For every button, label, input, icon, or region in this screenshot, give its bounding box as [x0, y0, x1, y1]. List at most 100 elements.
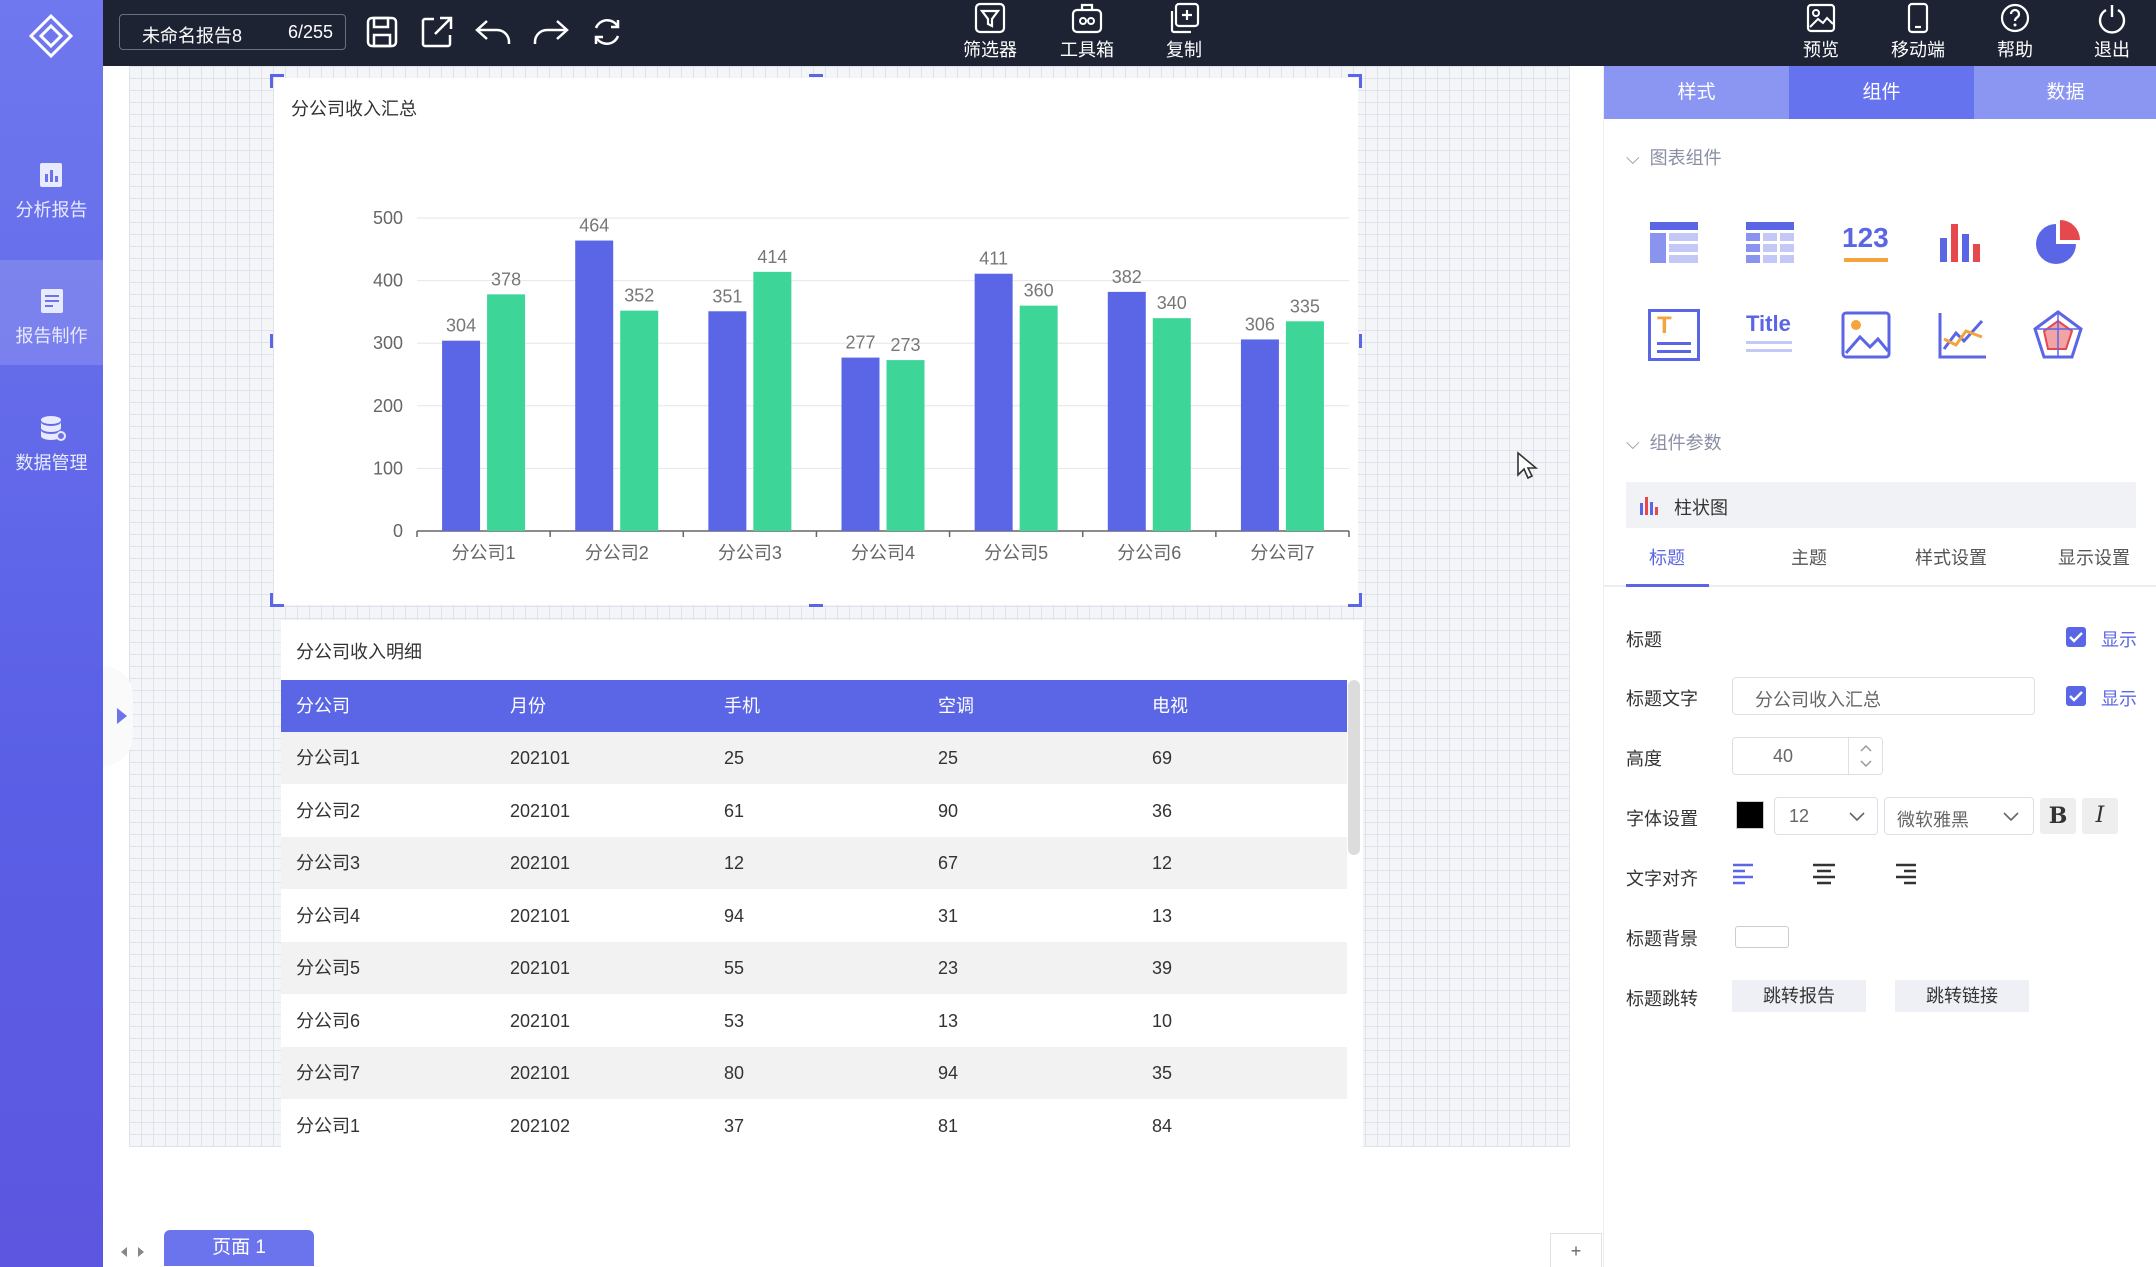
x-tick-label: 分公司4 [851, 543, 915, 563]
title-show-label[interactable]: 显示 [2101, 630, 2137, 650]
tab-data[interactable]: 数据 [1974, 66, 2156, 119]
resize-handle-tr[interactable] [1348, 74, 1362, 77]
text-icon[interactable]: T [1648, 309, 1700, 361]
table-row[interactable]: 分公司1 202102 37 81 84 [281, 1100, 1347, 1152]
resize-handle-br[interactable] [1348, 604, 1362, 607]
column-header[interactable]: 电视 [1152, 696, 1188, 716]
chevron-down-icon[interactable] [1860, 760, 1872, 768]
resize-handle-tr-v[interactable] [1359, 74, 1362, 88]
arrow-right-icon[interactable] [136, 1246, 146, 1258]
section-label: 图表组件 [1649, 148, 1722, 168]
title-background-swatch[interactable] [1735, 926, 1789, 948]
table-cell: 53 [724, 1010, 745, 1031]
pie-chart-icon[interactable] [2032, 216, 2084, 268]
resize-handle-bl[interactable] [270, 604, 284, 607]
table-row[interactable]: 分公司4 202101 94 31 13 [281, 890, 1347, 942]
number-card-icon[interactable]: 123 [1840, 216, 1892, 268]
refresh-icon[interactable] [590, 15, 624, 49]
column-header[interactable]: 空调 [938, 696, 974, 716]
filter-button[interactable]: 筛选器 [945, 2, 1035, 62]
resize-handle-bl-v[interactable] [270, 593, 273, 607]
save-icon[interactable] [365, 15, 399, 49]
title-background-label: 标题背景 [1626, 929, 1698, 949]
logout-button[interactable]: 退出 [2067, 2, 2156, 62]
subtab-style-settings[interactable]: 样式设置 [1915, 548, 1987, 568]
table-cell: 84 [1152, 1115, 1173, 1136]
resize-handle-top[interactable] [809, 74, 823, 77]
font-color-swatch[interactable] [1736, 801, 1764, 829]
sidebar-item-report-make[interactable]: 报告制作 [0, 260, 103, 365]
align-left-icon[interactable] [1731, 860, 1759, 888]
italic-button[interactable]: I [2082, 798, 2118, 834]
table-icon[interactable] [1648, 216, 1700, 268]
toolbox-button[interactable]: 工具箱 [1042, 2, 1132, 62]
column-header[interactable]: 手机 [724, 696, 760, 716]
title-text-show-checkbox[interactable] [2066, 686, 2086, 706]
resize-handle-tl-v[interactable] [270, 74, 273, 88]
title-text-show-label[interactable]: 显示 [2101, 689, 2137, 709]
report-name-box[interactable]: 未命名报告8 6/255 [119, 14, 346, 50]
radar-chart-icon[interactable] [2032, 309, 2084, 361]
table-row[interactable]: 分公司5 202101 55 23 39 [281, 942, 1347, 994]
title-jump-label: 标题跳转 [1626, 989, 1698, 1009]
copy-button[interactable]: 复制 [1139, 2, 1229, 62]
table-row[interactable]: 分公司7 202101 80 94 35 [281, 1047, 1347, 1099]
page-tab-1[interactable]: 页面 1 [164, 1230, 314, 1266]
section-component-params[interactable]: ⌵ 组件参数 [1626, 429, 1722, 455]
panel-expand-toggle[interactable] [103, 666, 133, 766]
undo-icon[interactable] [473, 15, 513, 49]
table-scrollbar[interactable] [1348, 680, 1360, 855]
table-widget[interactable]: 分公司收入明细 分公司 月份 手机 空调 电视 分公司1 202101 25 25 69… [281, 620, 1363, 1195]
tab-style[interactable]: 样式 [1604, 66, 1789, 119]
subtab-display-settings[interactable]: 显示设置 [2058, 548, 2130, 568]
jump-link-button[interactable]: 跳转链接 [1895, 980, 2029, 1012]
font-family-select[interactable]: 微软雅黑 [1884, 797, 2034, 835]
export-icon[interactable] [420, 15, 454, 49]
title-show-checkbox[interactable] [2066, 627, 2086, 647]
subtab-divider [1604, 585, 2156, 587]
table-row[interactable]: 分公司1 202101 25 25 69 [281, 732, 1347, 784]
resize-handle-left[interactable] [270, 334, 273, 348]
bar [841, 357, 880, 531]
image-icon[interactable] [1840, 309, 1892, 361]
subtab-theme[interactable]: 主题 [1791, 548, 1827, 568]
height-stepper[interactable]: 40 [1732, 737, 1883, 775]
filter-label: 筛选器 [963, 40, 1017, 60]
section-chart-components[interactable]: ⌵ 图表组件 [1626, 144, 1722, 170]
table-row[interactable]: 分公司2 202101 61 90 36 [281, 785, 1347, 837]
resize-handle-br-v[interactable] [1359, 593, 1362, 607]
preview-button[interactable]: 预览 [1776, 2, 1866, 62]
table-row[interactable]: 分公司3 202101 12 67 12 [281, 837, 1347, 889]
mobile-button[interactable]: 移动端 [1873, 2, 1963, 62]
subtab-title[interactable]: 标题 [1649, 548, 1685, 568]
align-right-icon[interactable] [1890, 860, 1918, 888]
bar-chart-widget[interactable]: 分公司收入汇总 0 100 200 300 400 500 分公司1 304 378 分公司2 46… [274, 78, 1358, 605]
help-button[interactable]: 帮助 [1970, 2, 2060, 62]
bold-button[interactable]: B [2040, 798, 2076, 834]
copy-icon [1170, 2, 1200, 34]
redo-icon[interactable] [531, 15, 571, 49]
title-text-input[interactable]: 分公司收入汇总 [1732, 677, 2035, 715]
align-center-icon[interactable] [1810, 860, 1838, 888]
sidebar-item-analysis[interactable]: 分析报告 [0, 134, 103, 239]
sidebar-item-data-manage[interactable]: 数据管理 [0, 387, 103, 492]
tab-components[interactable]: 组件 [1789, 66, 1974, 119]
resize-handle-right[interactable] [1359, 334, 1362, 348]
jump-report-button[interactable]: 跳转报告 [1732, 980, 1866, 1012]
resize-handle-tl[interactable] [270, 74, 284, 77]
title-icon[interactable]: Title [1744, 309, 1796, 361]
x-tick-label: 分公司6 [1117, 543, 1181, 563]
arrow-left-icon[interactable] [119, 1246, 129, 1258]
chevron-up-icon[interactable] [1860, 744, 1872, 752]
line-chart-icon[interactable] [1936, 309, 1988, 361]
column-header[interactable]: 月份 [510, 696, 546, 716]
column-header[interactable]: 分公司 [296, 696, 350, 716]
bar-chart-icon[interactable] [1936, 216, 1988, 268]
font-size-select[interactable]: 12 [1774, 797, 1878, 835]
add-page-button[interactable]: + [1550, 1233, 1602, 1267]
resize-handle-bottom[interactable] [809, 604, 823, 607]
data-label: 306 [1245, 314, 1275, 334]
cross-table-icon[interactable] [1744, 216, 1796, 268]
table-row[interactable]: 分公司6 202101 53 13 10 [281, 995, 1347, 1047]
table-cell: 202101 [510, 958, 571, 978]
